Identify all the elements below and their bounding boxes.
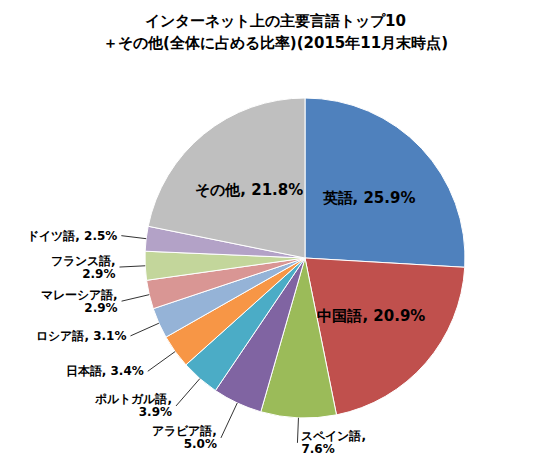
svg-text:ロシア語, 3.1%: ロシア語, 3.1% xyxy=(36,329,126,343)
svg-text:スペイン語,7.6%: スペイン語,7.6% xyxy=(301,429,366,456)
svg-text:英語, 25.9%: 英語, 25.9% xyxy=(322,189,416,207)
svg-text:フランス語,2.9%: フランス語,2.9% xyxy=(51,254,116,281)
svg-text:日本語, 3.4%: 日本語, 3.4% xyxy=(66,364,144,378)
svg-text:中国語, 20.9%: 中国語, 20.9% xyxy=(317,307,425,325)
svg-text:マレーシア語,2.9%: マレーシア語,2.9% xyxy=(41,288,118,315)
svg-text:ドイツ語, 2.5%: ドイツ語, 2.5% xyxy=(27,229,117,243)
svg-text:その他, 21.8%: その他, 21.8% xyxy=(195,181,303,199)
html-text:＋その他(全体に占める比率)(2015年11月末時点): ＋その他(全体に占める比率)(2015年11月末時点) xyxy=(103,34,448,52)
svg-text:ポルトガル語,3.9%: ポルトガル語,3.9% xyxy=(94,392,172,419)
html-text:インターネット上の主要言語トップ10: インターネット上の主要言語トップ10 xyxy=(145,12,406,30)
svg-text:アラビア語,5.0%: アラビア語,5.0% xyxy=(152,424,217,451)
